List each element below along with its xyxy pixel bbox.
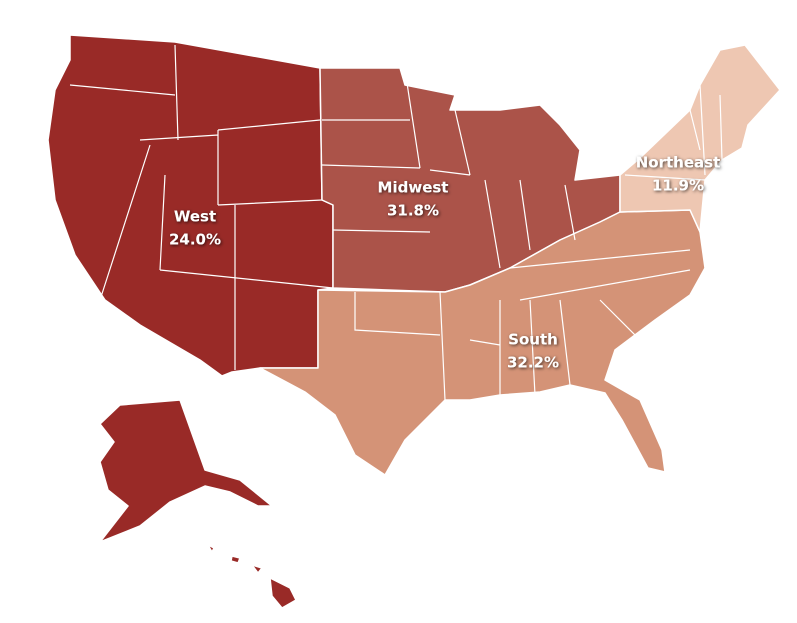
- regions: [47, 34, 781, 609]
- region-name: West: [174, 208, 216, 226]
- region-value: 24.0%: [169, 231, 221, 249]
- region-value: 31.8%: [387, 202, 439, 220]
- region-name: South: [508, 331, 558, 349]
- region-name: Northeast: [636, 154, 721, 172]
- region-value: 32.2%: [507, 354, 559, 372]
- region-labels: West 24.0% Midwest 31.8% South 32.2% Northeast…: [169, 154, 720, 372]
- region-shape: [99, 399, 273, 543]
- region-shape: [47, 34, 334, 377]
- state-lines: [69, 44, 723, 401]
- region-value: 11.9%: [652, 177, 704, 195]
- region-shape: [619, 44, 781, 233]
- region-name: Midwest: [378, 179, 449, 197]
- region-shape: [207, 544, 297, 609]
